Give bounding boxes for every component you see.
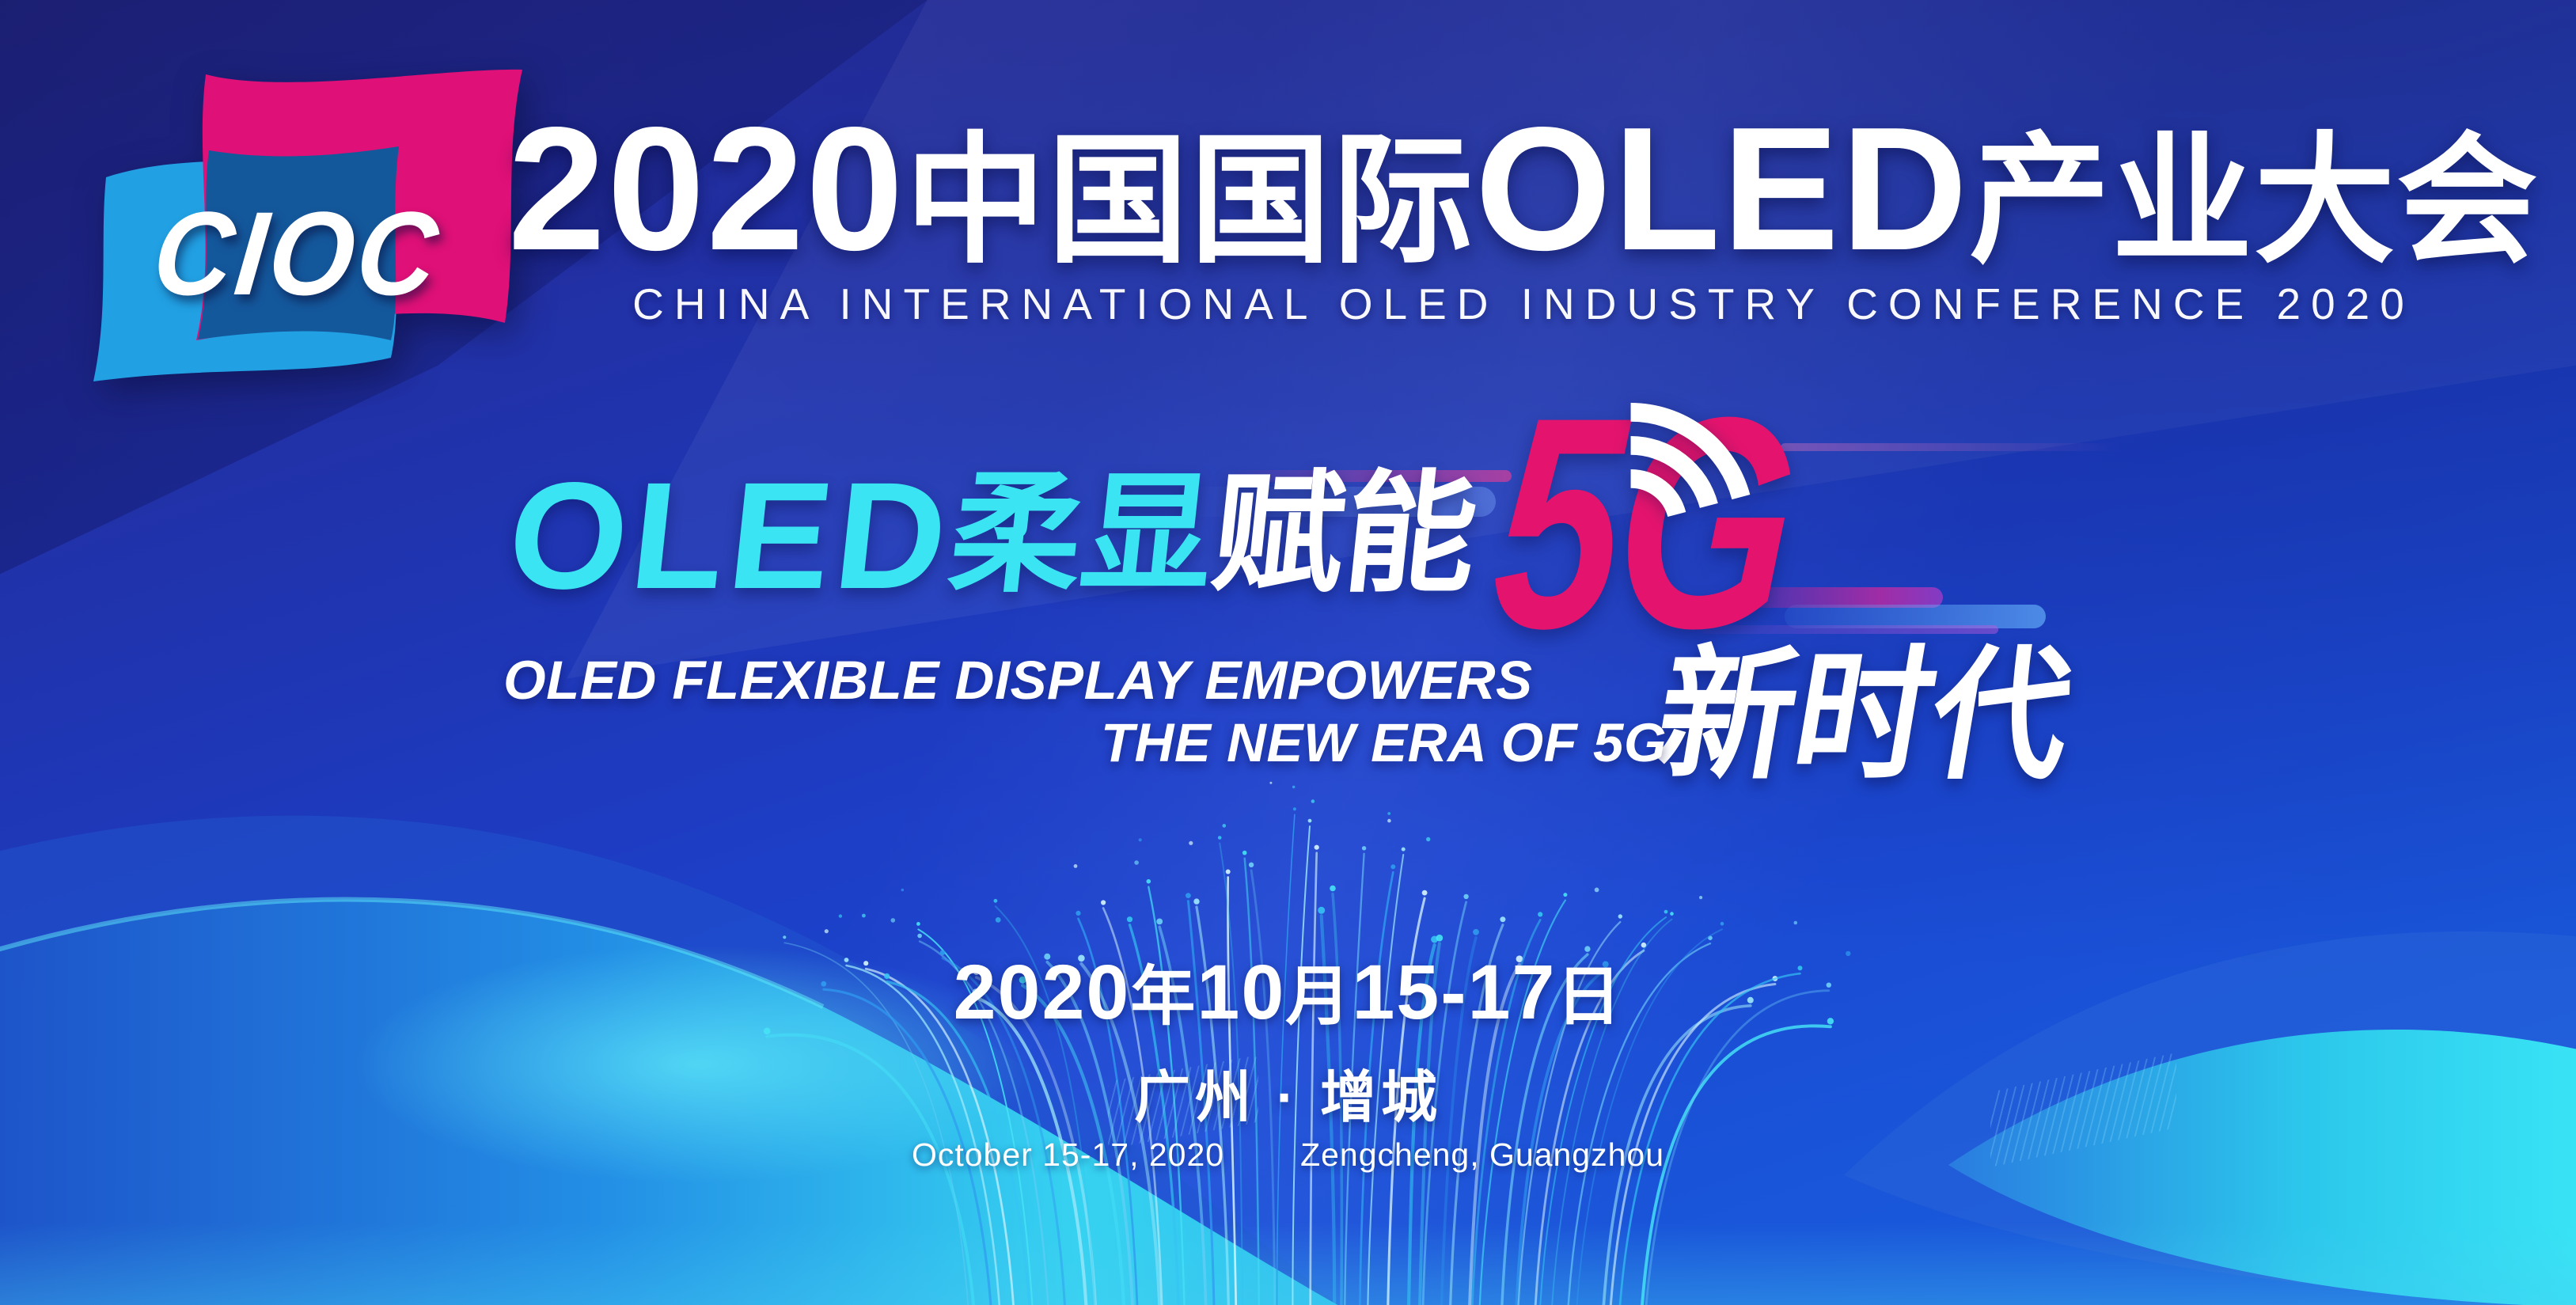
date-part: 2020 — [953, 949, 1131, 1035]
title-part-cn1: 中国国际 — [905, 122, 1475, 279]
date-part: 10 — [1197, 949, 1286, 1035]
slogan-new-era: 新时代 — [1645, 635, 2084, 796]
slogan-empower: 赋能 — [1205, 461, 1485, 608]
cioc-logo: CIOC — [70, 57, 544, 405]
slogan-oled: OLED — [500, 450, 960, 621]
speed-line — [1785, 605, 2046, 628]
event-venue-en: Zengcheng, Guangzhou — [1300, 1136, 1665, 1173]
logo-ribbons — [93, 69, 522, 381]
event-footer-en: October 15-17, 2020 Zengcheng, Guangzhou — [0, 1136, 2576, 1174]
date-part: 月 — [1285, 961, 1352, 1033]
date-part: 15-17 — [1352, 949, 1557, 1035]
subtitle-english: CHINA INTERNATIONAL OLED INDUSTRY CONFER… — [632, 279, 2415, 328]
slogan-flexible-display: 柔显 — [943, 461, 1222, 608]
slogan-english-line2: THE NEW ERA OF 5G — [1100, 712, 1667, 773]
event-date-en: October 15-17, 2020 — [911, 1136, 1225, 1173]
title-part-cn2: 产业大会 — [1969, 122, 2540, 279]
title-part-oled: OLED — [1474, 91, 1970, 287]
date-part: 日 — [1556, 961, 1623, 1033]
speed-line — [1781, 443, 2121, 451]
slogan-5g-numeral: 5G — [1485, 355, 1802, 691]
slogan-cn: OLED 柔显 赋能 — [500, 450, 1485, 621]
title-part-year: 2020 — [507, 91, 905, 287]
main-title: 2020中国国际OLED产业大会 — [506, 101, 2540, 277]
date-part: 年 — [1130, 961, 1197, 1033]
event-venue-cn: 广州 · 增城 — [1133, 1067, 1443, 1129]
logo-text: CIOC — [147, 187, 446, 320]
event-date-cn: 2020 年 10 月 15-17 日 — [0, 943, 2576, 1038]
slogan-english-line1: OLED FLEXIBLE DISPLAY EMPOWERS — [503, 650, 1533, 711]
